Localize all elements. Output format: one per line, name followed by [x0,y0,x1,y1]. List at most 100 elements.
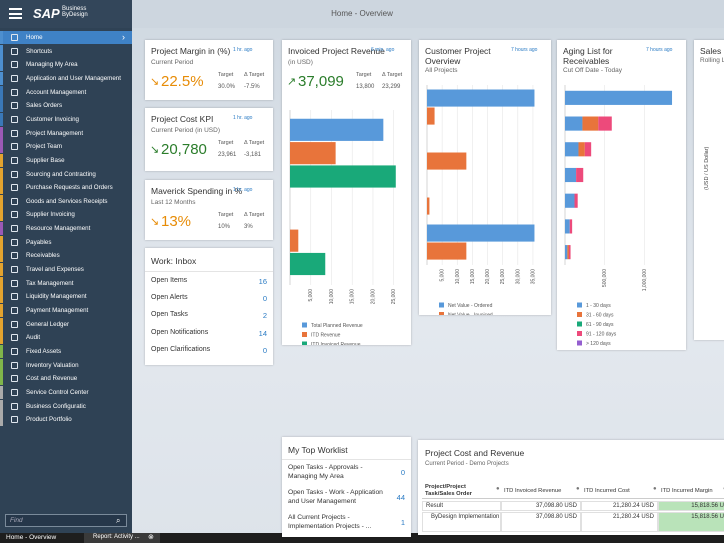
x-tick-label: 10,000 [329,289,335,305]
nav-item[interactable]: Sourcing and Contracting [0,167,132,181]
nav-item[interactable]: Resource Management [0,222,132,236]
nav-item[interactable]: Customer Invoicing [0,112,132,126]
x-tick-label: 35,000 [530,269,536,285]
menu-button[interactable] [9,8,22,19]
column-header[interactable]: ITD Incurred Margin [661,488,713,494]
worklist-count[interactable]: 1 [400,518,405,527]
nav-item[interactable]: Sales Orders [0,99,132,113]
nav-item[interactable]: Service Control Center [0,385,132,399]
delta: -7.5% [244,84,260,90]
card-subtitle: Cut Off Date - Today [563,67,623,74]
nav-item[interactable]: Account Management [0,85,132,99]
nav-item[interactable]: Tax Management [0,276,132,290]
sort-dot: ● [496,486,500,492]
kpi-subtitle: (in USD) [288,59,313,66]
nav-item[interactable]: Application and User Management [0,71,132,85]
inbox-count[interactable]: 14 [258,328,267,338]
sort-dot: ● [653,486,657,492]
nav-icon [11,143,18,151]
legend-label: > 120 days [586,341,611,347]
nav-item[interactable]: Travel and Expenses [0,263,132,277]
inbox-label[interactable]: Open Tasks [151,311,188,319]
cell-text: 21,280.24 USD [612,503,654,509]
table-cell: Result [422,501,501,511]
nav-item[interactable]: Supplier Invoicing [0,208,132,222]
cell-text: 21,280.24 USD [612,514,654,520]
inbox-label[interactable]: Open Notifications [151,328,209,336]
task-tab-box[interactable]: Report: Activity ... ⊗ [84,533,160,543]
nav-icon [11,102,18,110]
worklist-count[interactable]: 44 [396,493,405,502]
kpi-card[interactable]: Maverick Spending in % 1 hr. ago Last 12 M… [145,180,273,240]
worklist-label[interactable]: Open Tasks - Work - Application and User… [288,489,383,505]
nav-item[interactable]: Audit [0,331,132,345]
nav-icon [11,61,18,69]
worklist-label[interactable]: Open Tasks - Approvals - Managing My Are… [288,464,363,480]
inbox-label[interactable]: Open Items [151,277,188,284]
nav-item[interactable]: Project Management [0,126,132,140]
nav-item[interactable]: Business Configuratic [0,399,132,413]
nav-item[interactable]: Product Portfolio [0,413,132,427]
nav-item[interactable]: Goods and Services Receipts [0,194,132,208]
legend-label: 91 - 120 days [586,331,617,337]
nav-item[interactable]: Payables [0,235,132,249]
nav-item[interactable]: General Ledger [0,317,132,331]
nav-label: Fixed Assets [26,347,62,355]
nav-label: Payables [26,238,52,246]
inbox-count[interactable]: 0 [262,294,267,304]
nav-item[interactable]: Purchase Requests and Orders [0,181,132,195]
column-header[interactable]: ITD Invoiced Revenue [504,488,562,494]
worklist-label[interactable]: All Current Projects - Implementation Pr… [288,514,372,530]
search-field[interactable]: Find ⌕ [5,514,127,527]
nav-item[interactable]: Project Team [0,140,132,154]
nav-label: Purchase Requests and Orders [26,184,113,192]
nav-item[interactable]: Payment Management [0,304,132,317]
close: ⊗ [148,534,154,541]
nav-item[interactable]: Inventory Valuation [0,358,132,372]
chart-card[interactable]: Customer Project Overview 7 hours ago All … [419,40,551,315]
legend-label: ITD Revenue [311,332,341,338]
nav-icon [11,34,18,41]
bar-segment [565,245,568,260]
task-tab[interactable]: Home - Overview [6,534,57,541]
nav-item[interactable]: Receivables [0,249,132,263]
target: 30.0% [218,84,236,90]
bar-segment [565,219,570,234]
inbox-label[interactable]: Open Clarifications [151,345,211,353]
inbox-label[interactable]: Open Alerts [151,294,188,302]
nav-item[interactable]: Cost and Revenue [0,372,132,386]
nav-item[interactable]: Liquidity Management [0,290,132,304]
inbox-count[interactable]: 2 [262,311,267,321]
nav-item[interactable]: Home › [0,31,132,44]
brand: SAP [33,6,60,21]
card-title: Customer Project Overview [425,46,491,66]
chart-card[interactable]: Sales ORolling L (USD / US Dollar) [694,40,724,340]
kpi-card[interactable]: Project Cost KPI 1 hr. ago Current Period … [145,108,273,171]
card-title: Sales O [700,46,724,56]
nav-item[interactable]: Fixed Assets [0,344,132,358]
nav-icon [11,307,18,314]
nav-icon [11,375,18,383]
nav-icon [11,225,18,233]
legend-label: Net Value - Invoiced [448,312,493,315]
worklist-count[interactable]: 0 [400,468,405,477]
inbox-count[interactable]: 0 [262,345,267,355]
chart-card[interactable]: Aging List for Receivables 7 hours ago Cut… [557,40,686,350]
bar [290,252,326,276]
kpi-card[interactable]: Project Margin in (%) 1 hr. ago Current Pe… [145,40,273,100]
nav-item[interactable]: Supplier Base [0,153,132,167]
kpi-card[interactable]: Invoiced Project Revenue 6 min. ago (in US… [282,40,411,345]
inbox-count[interactable]: 16 [258,277,267,286]
x-tick-label: 25,000 [391,289,397,305]
delta-label: Δ Target [244,72,265,78]
nav-item[interactable]: Shortcuts [0,44,132,58]
nav-item[interactable]: Managing My Area [0,58,132,72]
legend-label: 1 - 30 days [586,303,611,309]
nav-icon [11,361,18,369]
trend-arrow: ↗ [287,76,297,88]
column-header[interactable]: ITD Incurred Cost [584,488,630,494]
legend-swatch [577,321,582,327]
column-header[interactable]: Project/Project Task/Sales Order [425,484,472,497]
table-cell: 37,098.80 USD [501,512,581,532]
legend-swatch [439,302,444,308]
